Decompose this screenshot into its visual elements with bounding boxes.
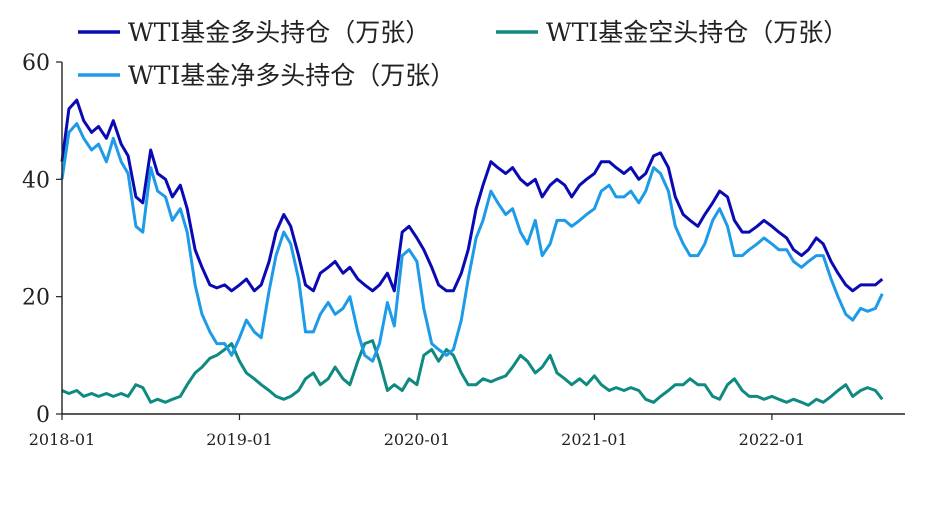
series-line-3 (60, 122, 884, 363)
y-ticks: 0 20 40 60 (22, 51, 62, 428)
x-ticks: 2018-01 2019-01 2020-01 2021-01 2022-01 (29, 414, 805, 449)
y-tick-label: 0 (36, 403, 50, 428)
legend: WTI基金多头持仓（万张） WTI基金空头持仓（万张） WTI基金净多头持仓（万张） (78, 18, 848, 90)
series-lines (60, 98, 884, 407)
x-tick-label: 2022-01 (739, 430, 805, 449)
x-tick-label: 2021-01 (561, 430, 627, 449)
legend-label: WTI基金空头持仓（万张） (546, 18, 848, 47)
axes (61, 62, 905, 415)
x-tick-label: 2019-01 (206, 430, 272, 449)
series-line-1 (60, 98, 884, 293)
legend-label: WTI基金净多头持仓（万张） (128, 61, 455, 90)
legend-label: WTI基金多头持仓（万张） (128, 18, 430, 47)
y-tick-label: 20 (22, 286, 50, 311)
y-tick-label: 40 (22, 168, 50, 193)
x-tick-label: 2018-01 (29, 430, 95, 449)
series-line-2 (61, 339, 884, 407)
y-tick-label: 60 (22, 51, 50, 76)
x-tick-label: 2020-01 (384, 430, 450, 449)
